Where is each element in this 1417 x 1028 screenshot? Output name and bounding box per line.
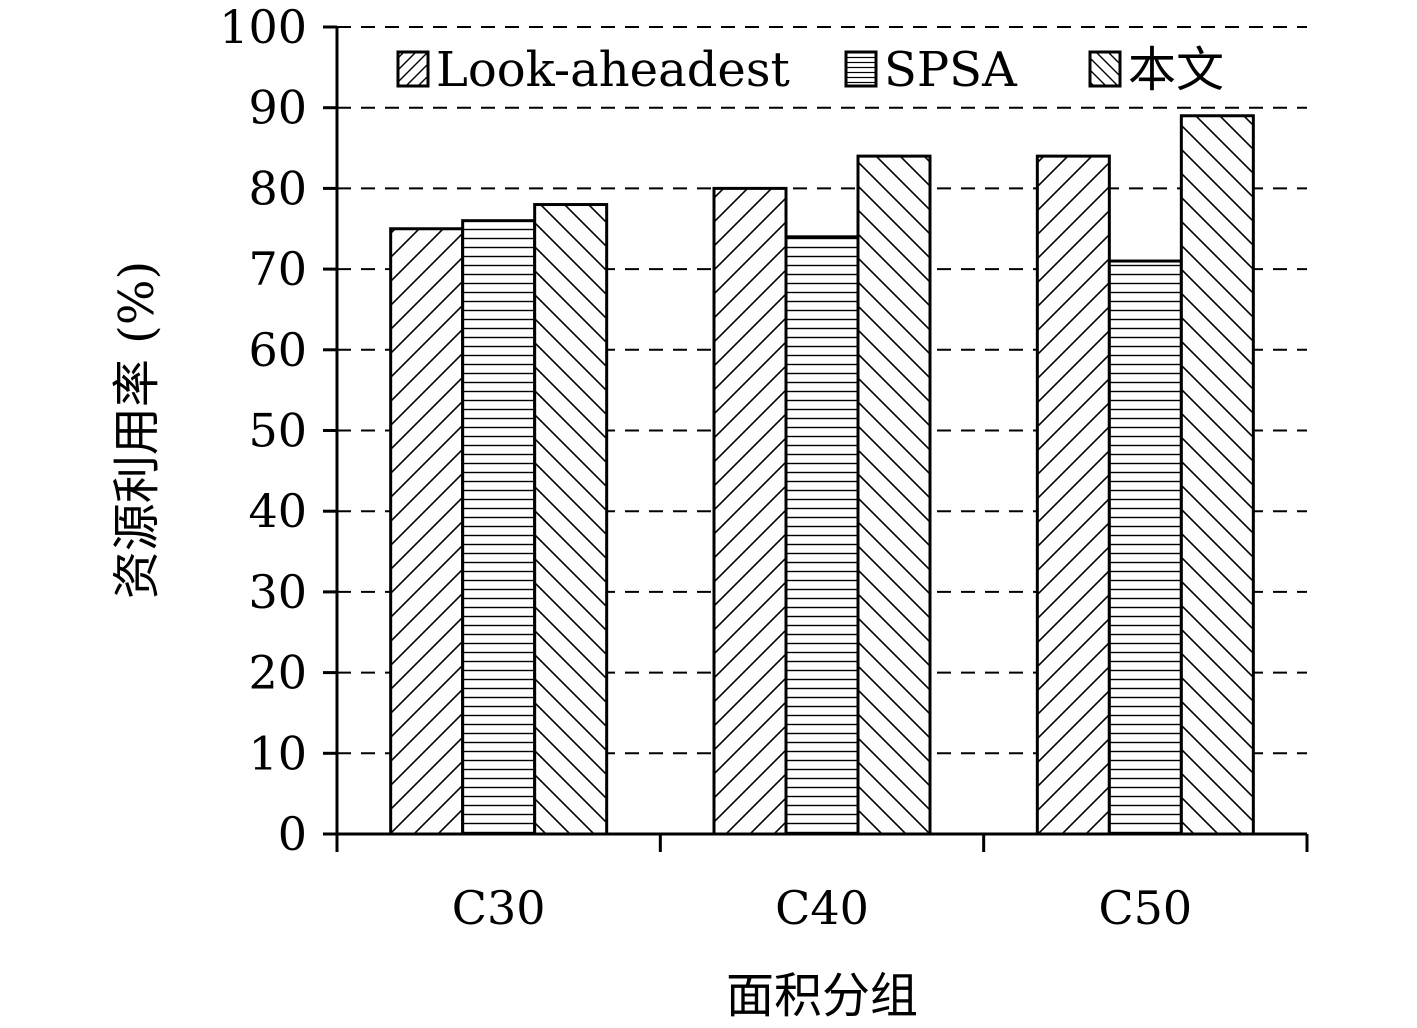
legend-label: SPSA [884, 42, 1018, 98]
y-tick-label: 70 [248, 242, 307, 296]
bar [1035, 154, 1111, 836]
bar [856, 154, 932, 836]
bar [1179, 114, 1255, 836]
x-category-labels: C30 C40 C50 [452, 881, 1192, 935]
x-category-label: C30 [452, 881, 546, 935]
y-tick-label: 90 [248, 81, 307, 135]
axes [323, 25, 1309, 852]
y-axis-title: 资源利用率 (%) [109, 261, 165, 599]
y-tick-label: 100 [219, 0, 307, 54]
y-tick-label: 50 [248, 404, 307, 458]
legend-swatch [396, 50, 430, 88]
legend-label: Look-aheadest [436, 42, 790, 98]
y-tick-labels: 0 10 20 30 40 50 60 70 80 90 100 [219, 0, 307, 861]
x-axis-title: 面积分组 [726, 968, 918, 1024]
legend-item: 本文 [1088, 42, 1224, 98]
y-tick-label: 80 [248, 161, 307, 215]
legend: Look-aheadest SPSA 本文 [396, 42, 1224, 98]
y-tick-label: 0 [278, 807, 307, 861]
y-tick-label: 20 [248, 646, 307, 700]
x-category-label: C40 [775, 881, 869, 935]
bar [461, 219, 537, 836]
bars [389, 114, 1255, 836]
y-tick-label: 60 [248, 323, 307, 377]
legend-item: Look-aheadest [396, 42, 790, 98]
bar [389, 227, 465, 836]
x-category-label: C50 [1098, 881, 1192, 935]
bar [1107, 259, 1183, 836]
bar [784, 235, 860, 836]
legend-item: SPSA [844, 42, 1018, 98]
bar [712, 186, 788, 836]
bar [533, 203, 609, 836]
y-tick-label: 40 [248, 484, 307, 538]
legend-swatch [844, 50, 878, 88]
y-tick-label: 30 [248, 565, 307, 619]
y-tick-label: 10 [248, 726, 307, 780]
legend-swatch [1088, 50, 1122, 88]
legend-label: 本文 [1128, 42, 1224, 98]
